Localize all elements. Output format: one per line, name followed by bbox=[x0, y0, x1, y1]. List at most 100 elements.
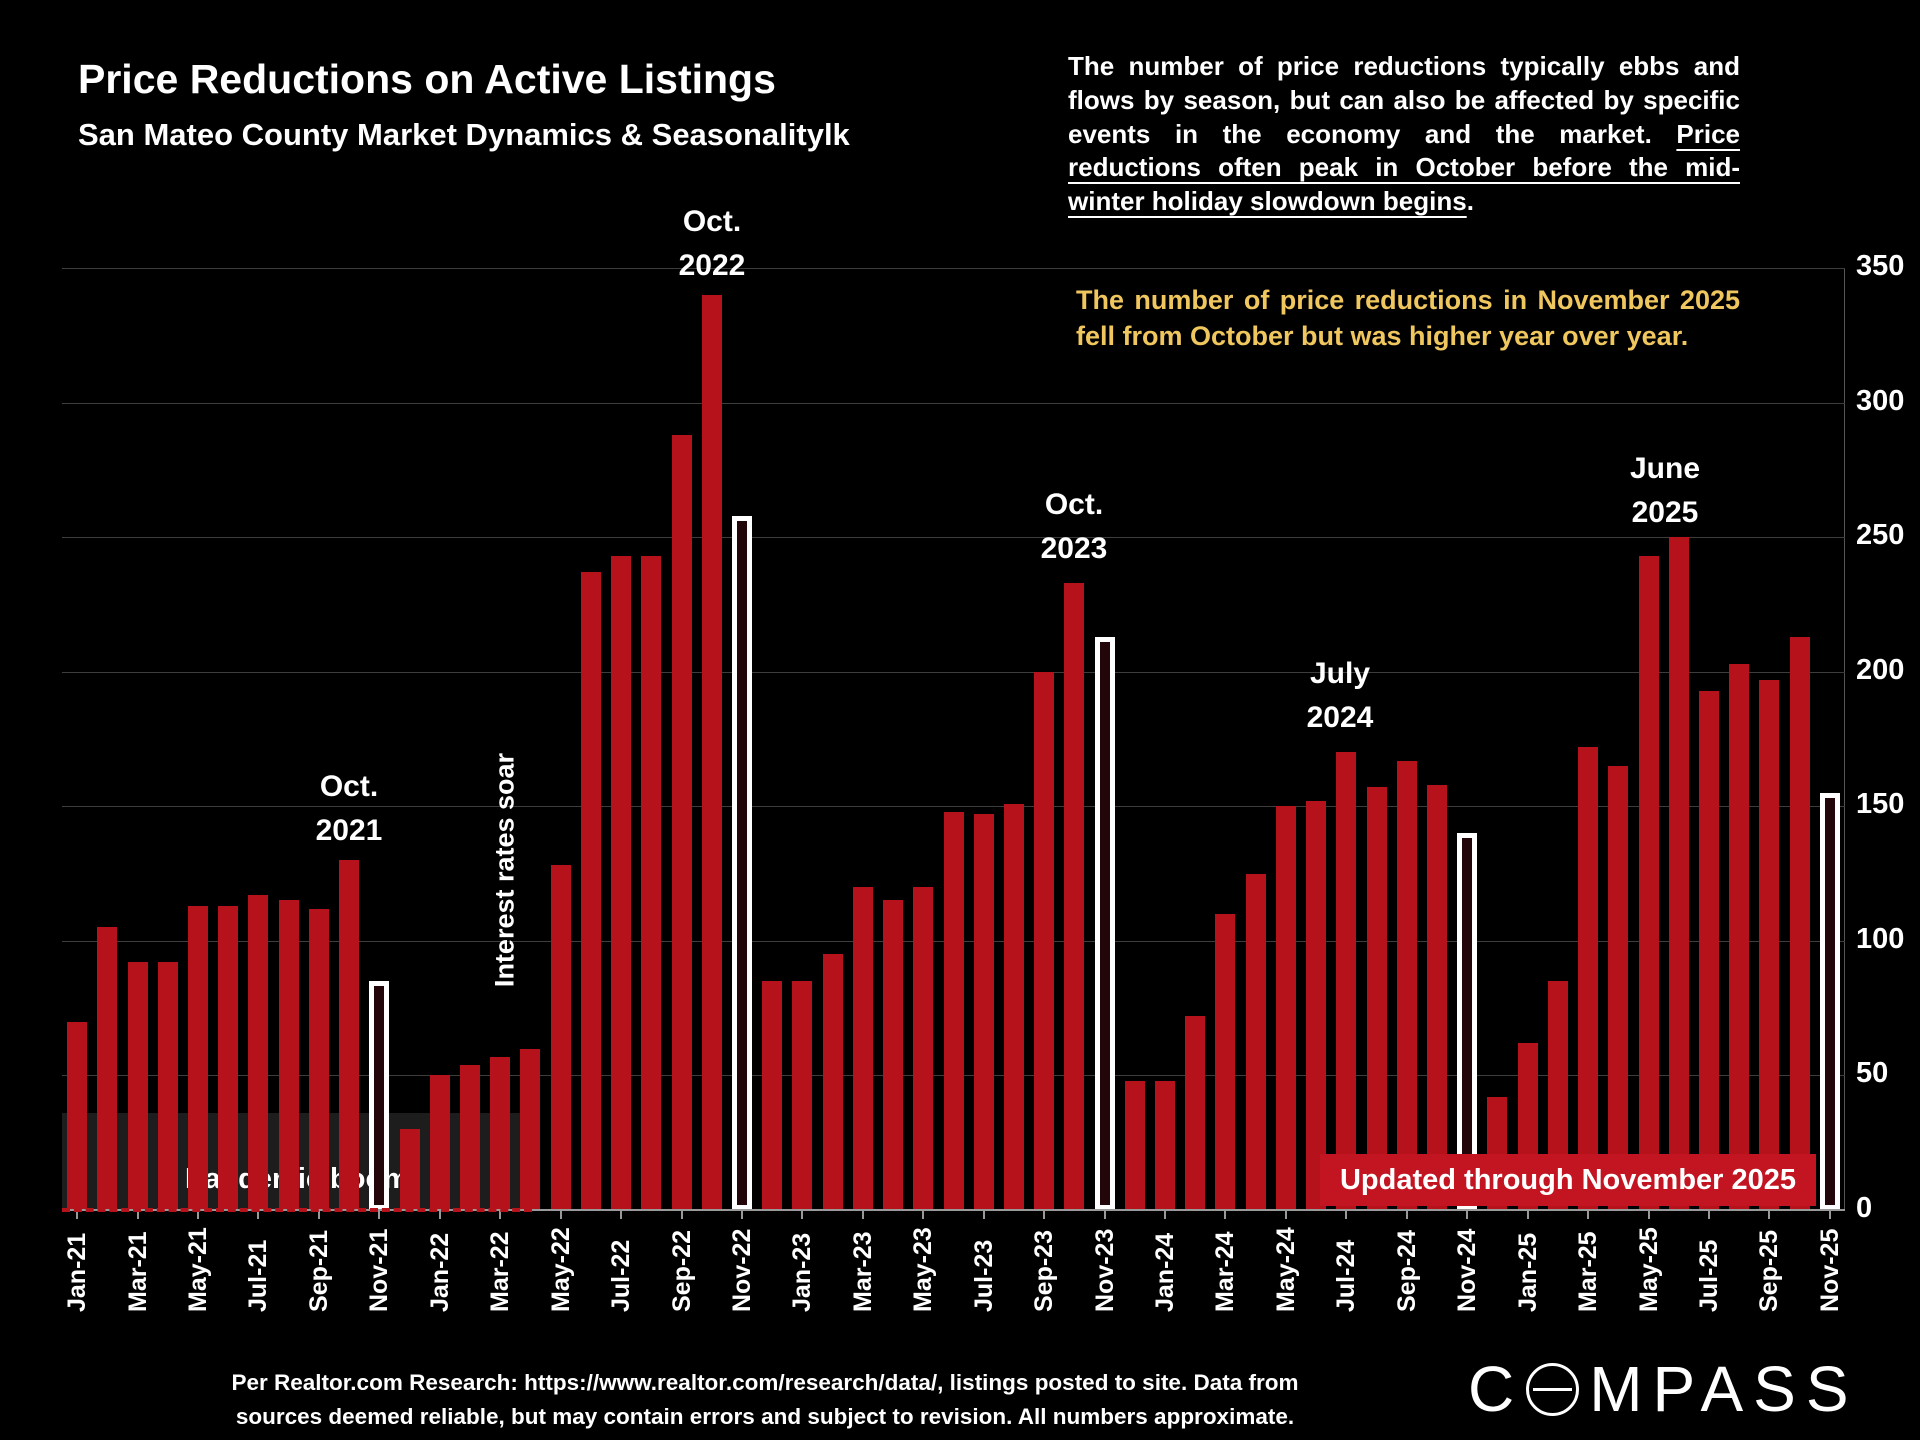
x-tick bbox=[1345, 1210, 1348, 1219]
x-axis-label-Mar-25: Mar-25 bbox=[1574, 1231, 1603, 1312]
x-axis-label-Nov-21: Nov-21 bbox=[365, 1228, 394, 1312]
y-axis-label-300: 300 bbox=[1856, 384, 1905, 417]
x-axis-label-Mar-23: Mar-23 bbox=[848, 1231, 877, 1312]
x-tick bbox=[1103, 1210, 1106, 1219]
annotation-line: Oct. bbox=[319, 770, 379, 803]
gridline-200 bbox=[62, 671, 1845, 673]
bar-Nov-24 bbox=[1457, 833, 1478, 1210]
x-axis-label-Sep-23: Sep-23 bbox=[1030, 1230, 1059, 1312]
bar-Sep-22 bbox=[671, 435, 692, 1210]
commentary-period: . bbox=[1466, 186, 1474, 217]
chart-subtitle: San Mateo County Market Dynamics & Seaso… bbox=[78, 117, 850, 152]
x-tick bbox=[257, 1210, 260, 1219]
x-axis-label-Jan-23: Jan-23 bbox=[788, 1232, 817, 1312]
highlight-note: The number of price reductions in Novemb… bbox=[1076, 285, 1740, 351]
bar-Aug-22 bbox=[641, 556, 662, 1210]
annotation-line: Oct. bbox=[682, 205, 742, 238]
annotation-oct-2023: Oct. 2023 bbox=[1041, 483, 1108, 570]
bar-Aug-21 bbox=[278, 900, 299, 1210]
y-axis-label-150: 150 bbox=[1856, 788, 1905, 821]
x-tick bbox=[1284, 1210, 1287, 1219]
bar-Mar-22 bbox=[490, 1057, 511, 1210]
annotation-line: 2022 bbox=[678, 248, 746, 282]
x-tick bbox=[76, 1210, 79, 1219]
bar-Jun-22 bbox=[580, 572, 601, 1210]
bar-Sep-23 bbox=[1034, 672, 1055, 1210]
x-tick bbox=[378, 1210, 381, 1219]
bar-Mar-21 bbox=[127, 962, 148, 1210]
bar-Oct-24 bbox=[1427, 785, 1448, 1210]
x-axis-label-Sep-24: Sep-24 bbox=[1392, 1230, 1421, 1312]
bar-Jul-21 bbox=[248, 895, 269, 1210]
x-axis-label-Jul-25: Jul-25 bbox=[1695, 1239, 1723, 1312]
x-tick bbox=[438, 1210, 441, 1219]
bar-Jan-23 bbox=[792, 981, 813, 1210]
x-tick bbox=[1768, 1210, 1771, 1219]
y-axis-label-350: 350 bbox=[1856, 250, 1905, 282]
x-axis-label-Nov-24: Nov-24 bbox=[1453, 1228, 1482, 1312]
bar-Jul-25 bbox=[1699, 691, 1719, 1210]
bar-Nov-21 bbox=[369, 981, 390, 1210]
x-axis-label-Nov-22: Nov-22 bbox=[727, 1228, 756, 1312]
right-axis-line bbox=[1844, 268, 1845, 1210]
annotation-june-2025: June 2025 bbox=[1630, 447, 1700, 534]
bar-May-22 bbox=[550, 865, 571, 1210]
bar-Feb-24 bbox=[1185, 1016, 1206, 1210]
commentary-underlined-text: Price reductions often peak in October b… bbox=[1068, 118, 1740, 217]
x-axis-label-May-25: May-25 bbox=[1634, 1227, 1663, 1312]
bar-Oct-25 bbox=[1789, 637, 1810, 1210]
bar-Apr-22 bbox=[520, 1049, 541, 1210]
x-axis-label-May-21: May-21 bbox=[183, 1227, 212, 1312]
bar-Jul-22 bbox=[611, 556, 632, 1210]
x-tick bbox=[1828, 1210, 1831, 1219]
bar-Feb-25 bbox=[1547, 981, 1568, 1210]
annotation-line: 2021 bbox=[315, 813, 383, 847]
x-tick bbox=[136, 1210, 139, 1219]
bar-Jan-22 bbox=[429, 1075, 450, 1210]
annotation-oct-2022: Oct. 2022 bbox=[679, 200, 746, 287]
bar-May-21 bbox=[187, 906, 208, 1210]
bar-Dec-21 bbox=[399, 1129, 420, 1210]
x-tick bbox=[1224, 1210, 1227, 1219]
x-tick bbox=[861, 1210, 864, 1219]
x-tick bbox=[740, 1210, 743, 1219]
bar-Aug-25 bbox=[1729, 664, 1750, 1210]
bar-Aug-23 bbox=[1003, 804, 1024, 1210]
bar-Apr-21 bbox=[157, 962, 178, 1210]
updated-through-label: Updated through November 2025 bbox=[1339, 1163, 1797, 1196]
gridline-350 bbox=[62, 268, 1845, 269]
bar-Feb-22 bbox=[459, 1065, 480, 1210]
annotation-line: Oct. bbox=[1044, 488, 1104, 521]
x-tick bbox=[620, 1210, 623, 1219]
y-axis-labels: 0 50 100 150 200 250 300 350 bbox=[1856, 250, 1920, 1224]
compass-logo-text-mpass: MPASS bbox=[1589, 1353, 1859, 1425]
x-tick bbox=[1164, 1210, 1167, 1219]
gridline-150 bbox=[62, 806, 1845, 808]
x-axis-label-Mar-21: Mar-21 bbox=[123, 1231, 152, 1312]
x-tick bbox=[801, 1210, 804, 1219]
bar-chart-plot-area: Pandemic boom Updated through November 2… bbox=[62, 268, 1845, 1312]
x-tick bbox=[1587, 1210, 1590, 1219]
x-axis-label-Sep-22: Sep-22 bbox=[667, 1230, 696, 1312]
title-block: Price Reductions on Active Listings San … bbox=[78, 56, 850, 153]
updated-through-banner: Updated through November 2025 bbox=[1320, 1154, 1816, 1206]
x-tick bbox=[1043, 1210, 1046, 1219]
x-tick bbox=[680, 1210, 683, 1219]
x-axis-label-Jan-22: Jan-22 bbox=[425, 1232, 454, 1312]
bar-Sep-21 bbox=[308, 909, 329, 1210]
y-axis-label-200: 200 bbox=[1856, 653, 1905, 686]
x-axis-label-Sep-25: Sep-25 bbox=[1755, 1230, 1784, 1312]
compass-logo: C MPASS bbox=[1468, 1352, 1859, 1426]
x-axis-label-Jul-24: Jul-24 bbox=[1332, 1239, 1361, 1312]
annotation-line: 2025 bbox=[1631, 495, 1699, 529]
annotation-interest-rates-soar: Interest rates soar bbox=[489, 752, 520, 988]
bar-Nov-22 bbox=[731, 516, 752, 1210]
bar-May-24 bbox=[1275, 806, 1296, 1210]
y-axis-label-100: 100 bbox=[1856, 922, 1905, 955]
x-axis-label-Jul-23: Jul-23 bbox=[969, 1239, 998, 1312]
x-axis-label-Sep-21: Sep-21 bbox=[304, 1230, 333, 1312]
x-tick bbox=[1647, 1210, 1650, 1219]
x-axis-label-Mar-22: Mar-22 bbox=[486, 1231, 515, 1312]
bar-Mar-23 bbox=[852, 887, 873, 1210]
bar-May-23 bbox=[913, 887, 934, 1210]
